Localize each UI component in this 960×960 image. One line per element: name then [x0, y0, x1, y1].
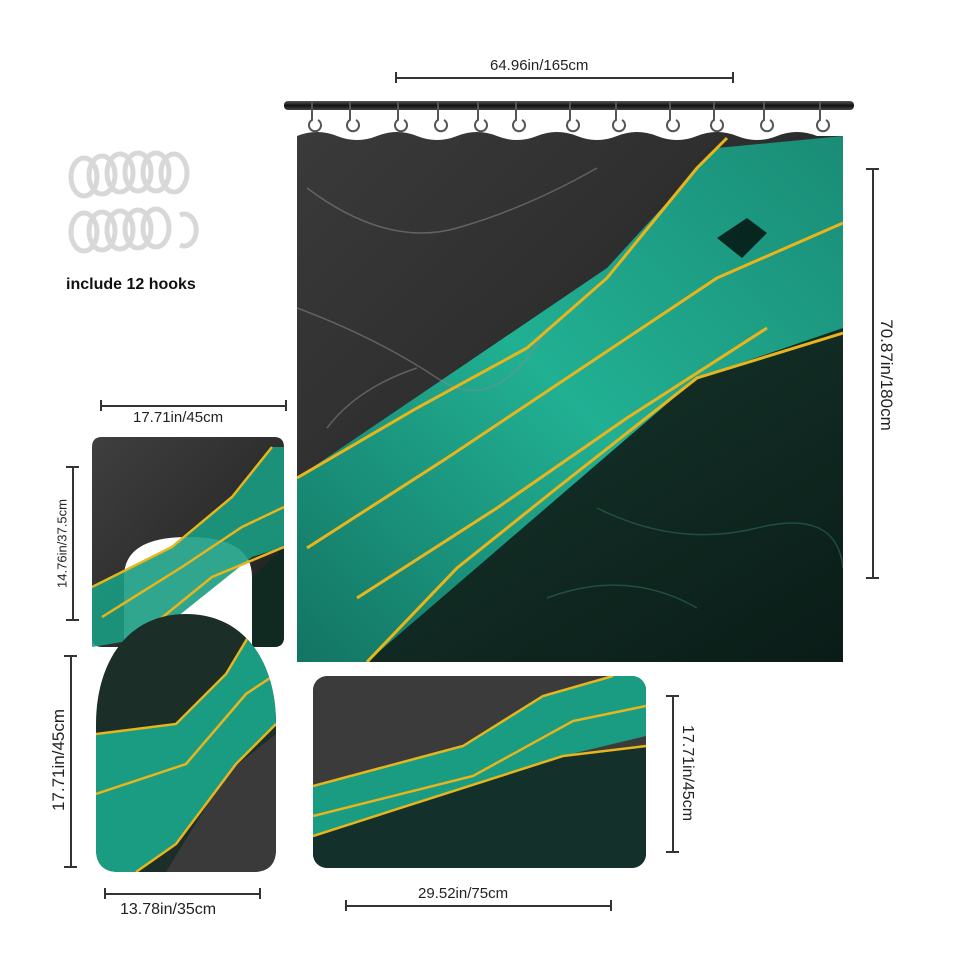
lid-height-label: 17.71in/45cm	[49, 700, 69, 820]
contour-height-label: 14.76in/37.5cm	[55, 489, 70, 599]
hooks-illustration	[62, 145, 222, 265]
lid-height-line	[70, 655, 72, 867]
contour-height-tick-bottom	[66, 619, 79, 621]
contour-width-tick-right	[285, 400, 287, 411]
curtain-width-label: 64.96in/165cm	[490, 57, 588, 74]
lid-height-tick-top	[64, 655, 77, 657]
mat-width-tick-right	[610, 900, 612, 911]
contour-width-line	[100, 405, 286, 407]
bath-mat	[313, 676, 646, 868]
lid-width-line	[104, 893, 260, 895]
lid-width-label: 13.78in/35cm	[120, 901, 216, 919]
curtain-height-tick-bottom	[866, 577, 879, 579]
mat-width-tick-left	[345, 900, 347, 911]
lid-width-tick-right	[259, 888, 261, 899]
curtain-width-tick-right	[732, 72, 734, 83]
contour-height-tick-top	[66, 466, 79, 468]
mat-height-line	[672, 695, 674, 852]
mat-width-label: 29.52in/75cm	[418, 885, 508, 902]
shower-curtain	[297, 128, 843, 662]
curtain-height-tick-top	[866, 168, 879, 170]
contour-height-line	[72, 466, 74, 620]
hook-rings-icon	[62, 145, 222, 265]
mat-width-line	[345, 905, 611, 907]
lid-width-tick-left	[104, 888, 106, 899]
contour-width-label: 17.71in/45cm	[133, 409, 223, 426]
lid-height-tick-bottom	[64, 866, 77, 868]
curtain-width-tick-left	[395, 72, 397, 83]
lid-cover	[96, 614, 276, 872]
curtain-height-label: 70.87in/180cm	[876, 315, 896, 435]
curtain-height-line	[872, 168, 874, 578]
hooks-caption: include 12 hooks	[66, 276, 196, 294]
contour-width-tick-left	[100, 400, 102, 411]
curtain-width-line	[395, 77, 733, 79]
mat-height-label: 17.71in/45cm	[678, 713, 696, 833]
mat-height-tick-bottom	[666, 851, 679, 853]
mat-height-tick-top	[666, 695, 679, 697]
